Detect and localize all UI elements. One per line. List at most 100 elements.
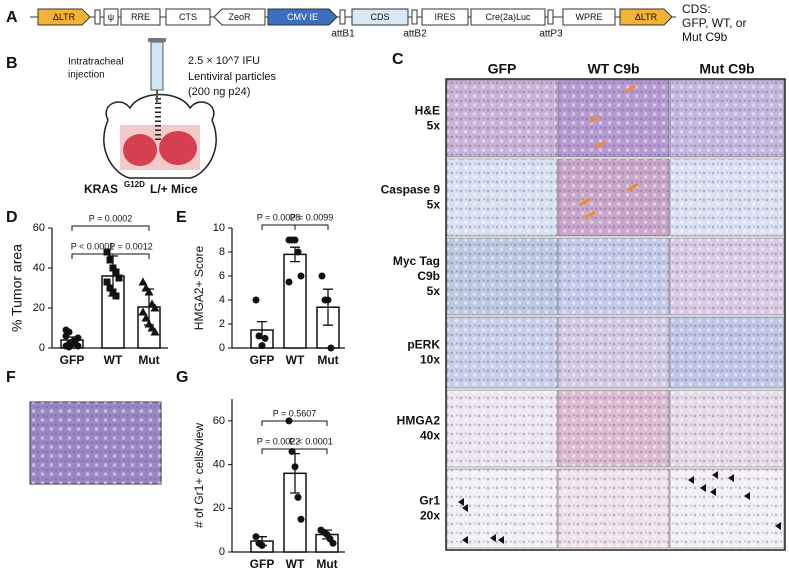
data-point [115, 274, 123, 282]
micrograph-texture [670, 469, 784, 548]
data-point [141, 313, 151, 322]
significance-label: P = 0.0022 [257, 436, 301, 446]
construct-site: attP3 [539, 29, 563, 40]
construct-spacer [411, 9, 418, 25]
cell-marker [712, 471, 718, 479]
construct-element [103, 8, 119, 26]
construct-element [421, 8, 469, 26]
y-tick-label: 40 [33, 262, 45, 274]
panel-label: A [6, 9, 18, 26]
column-header: Mut C9b [699, 61, 754, 77]
data-point [255, 332, 263, 340]
row-label: pERK [407, 338, 440, 352]
y-axis-title: % Tumor area [9, 244, 25, 332]
data-point [138, 277, 148, 286]
y-axis-title: HMGA2+ Score [192, 245, 206, 330]
data-point [329, 539, 337, 547]
data-point [285, 278, 293, 286]
construct-element [37, 8, 91, 26]
data-point [297, 515, 305, 523]
significance-bracket [261, 420, 328, 426]
significance-label: P < 0.0001 [289, 436, 333, 446]
x-tick-label: WT [104, 353, 123, 367]
construct-label: ΔLTR [53, 12, 76, 22]
data-point [258, 342, 266, 350]
micrograph-texture [447, 238, 557, 315]
cell-marker [775, 522, 781, 530]
panel-label: B [6, 55, 18, 72]
micrograph-texture [447, 390, 557, 467]
construct-label: WPRE [576, 12, 603, 22]
x-tick-label: WT [286, 353, 305, 367]
construct-note: Mut C9b [682, 30, 728, 44]
panel-label: F [6, 369, 16, 386]
construct-label: ψ [108, 12, 114, 22]
data-point [258, 541, 266, 549]
data-point [106, 284, 114, 292]
construct-note: GFP, WT, or [682, 16, 746, 30]
significance-bracket [261, 224, 296, 230]
row-label: Gr1 [419, 494, 440, 508]
y-tick-label: 0 [219, 546, 225, 558]
construct-note: CDS: [682, 2, 711, 16]
cell-marker [458, 498, 464, 506]
cell-marker [710, 488, 716, 496]
row-label: 20x [420, 509, 440, 523]
construct-label: ΔLTR [635, 12, 658, 22]
y-tick-label: 0 [219, 342, 225, 354]
significance-label: P = 0.0012 [109, 241, 153, 251]
row-label: 40x [420, 429, 440, 443]
column-header: GFP [488, 61, 517, 77]
data-point [261, 334, 269, 342]
data-point [138, 307, 148, 316]
mouse-strain: G12D [124, 180, 145, 189]
row-label: C9b [417, 269, 440, 283]
significance-label: P < 0.0001 [71, 241, 115, 251]
significance-bracket [112, 253, 150, 259]
micrograph-texture [558, 80, 669, 157]
data-point [318, 272, 326, 280]
data-point [109, 288, 117, 296]
y-tick-label: 20 [213, 502, 225, 514]
data-point [109, 264, 117, 272]
significance-label: P = 0.0028 [257, 212, 301, 222]
injection-dose: Lentiviral particles [188, 71, 277, 83]
histology-frame [445, 78, 786, 551]
micrograph-texture [670, 317, 784, 388]
cell-marker [462, 504, 468, 512]
data-point [252, 533, 260, 541]
significance-label: P = 0.5607 [273, 408, 317, 418]
column-header: WT C9b [587, 61, 639, 77]
error-bar [290, 246, 300, 263]
data-point [297, 272, 305, 280]
construct-element [120, 8, 161, 26]
data-point [288, 447, 296, 455]
mouse-strain: L/+ Mice [150, 182, 198, 196]
data-point [65, 343, 73, 351]
mouse-outline [103, 93, 217, 179]
y-tick-label: 2 [219, 318, 225, 330]
construct-label: CDS [370, 12, 389, 22]
panel-label: D [6, 209, 18, 226]
injection-site: injection [68, 70, 105, 81]
injection-site: Intratracheal [68, 57, 124, 68]
significance-label: P = 0.0099 [290, 212, 334, 222]
x-tick-label: Mut [138, 353, 159, 367]
y-axis-title: # of Gr1+ cells/view [192, 423, 206, 528]
lung [159, 131, 197, 165]
micrograph-texture [447, 159, 557, 236]
cell-marker [462, 536, 468, 544]
significance-bracket [71, 225, 150, 231]
construct-spacer [339, 9, 346, 25]
significance-bracket [294, 448, 328, 454]
construct-label: ZeoR [228, 12, 251, 22]
x-tick-label: Mut [317, 353, 338, 367]
y-tick-label: 6 [219, 270, 225, 282]
row-label: 5x [427, 119, 441, 133]
y-tick-label: 60 [213, 415, 225, 427]
micrograph-texture [30, 402, 161, 484]
construct-element [470, 8, 546, 26]
construct-label: IRES [434, 12, 455, 22]
micrograph-texture [558, 159, 669, 236]
x-tick-label: GFP [60, 353, 85, 367]
